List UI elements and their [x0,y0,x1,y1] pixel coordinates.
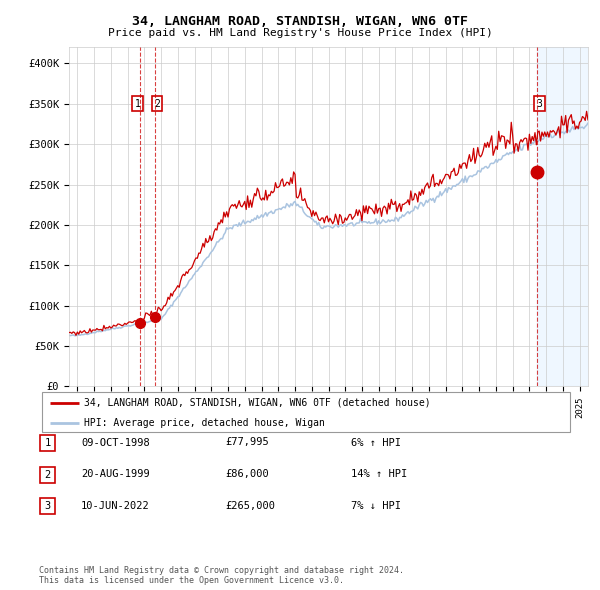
FancyBboxPatch shape [40,467,55,483]
Text: 10-JUN-2022: 10-JUN-2022 [81,501,150,510]
Text: 2: 2 [44,470,50,480]
Text: £86,000: £86,000 [225,470,269,479]
Text: £77,995: £77,995 [225,438,269,447]
Text: 34, LANGHAM ROAD, STANDISH, WIGAN, WN6 0TF: 34, LANGHAM ROAD, STANDISH, WIGAN, WN6 0… [132,15,468,28]
Text: 3: 3 [537,99,543,109]
Text: 14% ↑ HPI: 14% ↑ HPI [351,470,407,479]
FancyBboxPatch shape [42,392,570,432]
Text: 20-AUG-1999: 20-AUG-1999 [81,470,150,479]
Text: 1: 1 [44,438,50,448]
Bar [537,47,588,386]
Text: Price paid vs. HM Land Registry's House Price Index (HPI): Price paid vs. HM Land Registry's House … [107,28,493,38]
FancyBboxPatch shape [40,498,55,514]
Text: £265,000: £265,000 [225,501,275,510]
Text: 2: 2 [154,99,160,109]
FancyBboxPatch shape [40,435,55,451]
Text: 1: 1 [134,99,140,109]
Text: 3: 3 [44,502,50,511]
Text: 09-OCT-1998: 09-OCT-1998 [81,438,150,447]
Text: 7% ↓ HPI: 7% ↓ HPI [351,501,401,510]
Text: 34, LANGHAM ROAD, STANDISH, WIGAN, WN6 0TF (detached house): 34, LANGHAM ROAD, STANDISH, WIGAN, WN6 0… [84,398,431,408]
Text: HPI: Average price, detached house, Wigan: HPI: Average price, detached house, Wiga… [84,418,325,428]
Text: Contains HM Land Registry data © Crown copyright and database right 2024.
This d: Contains HM Land Registry data © Crown c… [39,566,404,585]
Text: 6% ↑ HPI: 6% ↑ HPI [351,438,401,447]
